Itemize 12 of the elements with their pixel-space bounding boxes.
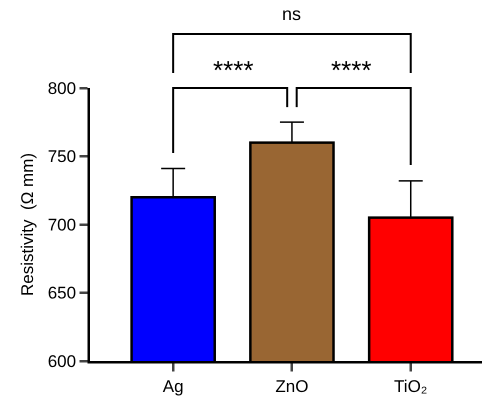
x-tick-label: ZnO xyxy=(275,376,308,396)
y-tick-label: 700 xyxy=(48,215,76,234)
text: **** xyxy=(331,55,372,85)
text: ns xyxy=(282,4,302,24)
y-tick-label: 750 xyxy=(48,147,76,166)
x-tick-label: Ag xyxy=(162,376,184,396)
y-axis-title: Resistivity (Ω mm) xyxy=(18,152,38,296)
y-tick-label: 600 xyxy=(48,352,76,371)
y-tick-label: 650 xyxy=(48,284,76,303)
y-tick-label: 800 xyxy=(48,78,76,98)
x-tick-label: TiO₂ xyxy=(394,376,428,396)
text: **** xyxy=(213,55,254,85)
